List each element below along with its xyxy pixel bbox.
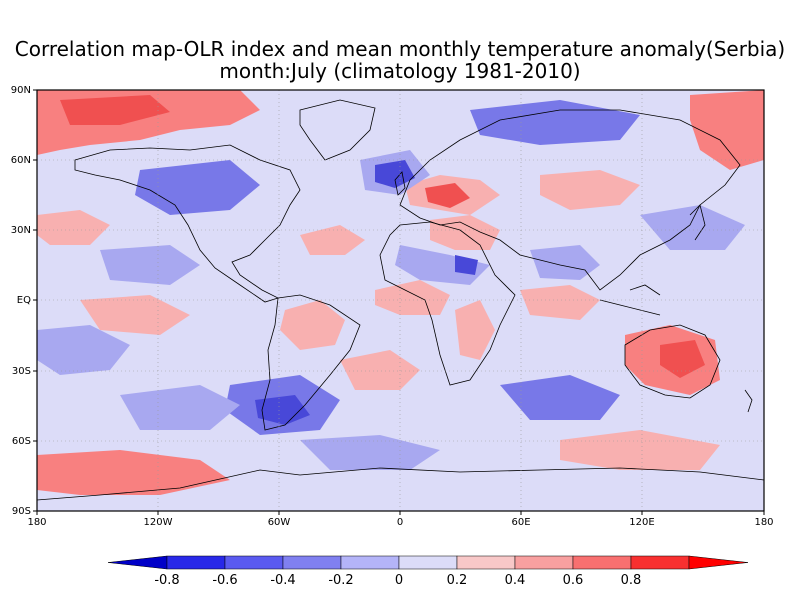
longitude-label: 60E xyxy=(511,517,530,528)
latitude-label: 30S xyxy=(12,366,31,377)
latitude-label: 60N xyxy=(11,155,31,166)
axis-ticks xyxy=(33,89,765,515)
colorbar-segment xyxy=(398,555,458,570)
longitude-label: 180 xyxy=(754,517,773,528)
positive-region-southern-ocean-east xyxy=(560,430,720,470)
colorbar-min-arrow xyxy=(107,555,168,570)
colorbar-label: -0.2 xyxy=(328,573,353,588)
latitude-label: 90N xyxy=(11,85,31,96)
positive-region-africa xyxy=(375,280,450,315)
negative-region-southern-ocean xyxy=(300,435,440,470)
correlation-field xyxy=(37,90,764,495)
positive-region-atlantic-south xyxy=(340,350,420,390)
positive-region-north-atlantic xyxy=(300,225,365,255)
negative-core-north-atlantic xyxy=(375,160,415,188)
colorbar-max-arrow xyxy=(688,555,749,570)
colorbar-label: 0 xyxy=(395,573,403,588)
colorbar-segment xyxy=(340,555,400,570)
negative-region-southern-indian xyxy=(500,375,620,420)
positive-core-australia xyxy=(660,340,705,378)
latitude-labels: 90N 60N 30N EQ 30S 60S 90S xyxy=(11,85,31,517)
colorbar-label: 0.4 xyxy=(505,573,526,588)
latitude-label: 90S xyxy=(12,506,31,517)
negative-core-arabian xyxy=(455,255,478,275)
colorbar-segment xyxy=(166,555,226,570)
colorbar-segment xyxy=(224,555,284,570)
coastline-uk xyxy=(394,171,406,196)
negative-region-east-asia xyxy=(640,205,745,250)
colorbar-label: 0.2 xyxy=(447,573,468,588)
negative-region-arctic-asia xyxy=(470,100,640,145)
longitude-label: 180 xyxy=(27,517,46,528)
coastline-southeast-asia-islands xyxy=(599,284,661,316)
negative-region-india xyxy=(530,245,600,280)
colorbar-segment xyxy=(282,555,342,570)
positive-region-southern-ocean-west xyxy=(37,450,230,495)
negative-region-canada xyxy=(135,160,260,215)
colorbar-segment xyxy=(456,555,516,570)
colorbar-label: 0.8 xyxy=(621,573,642,588)
negative-region-tropical-pacific xyxy=(37,325,130,375)
latitude-label: 60S xyxy=(12,436,31,447)
coastlines xyxy=(37,99,764,501)
positive-region-south-america xyxy=(280,300,345,350)
coastline-new-zealand xyxy=(744,389,753,413)
colorbar: -0.8 -0.6 -0.4 -0.2 0 0.2 0.4 0.6 0.8 xyxy=(107,555,749,588)
coastline-north-america xyxy=(74,144,301,303)
latitude-label: 30N xyxy=(11,225,31,236)
coastline-south-america xyxy=(261,294,361,431)
positive-region-north-pacific xyxy=(690,90,764,170)
colorbar-segment xyxy=(572,555,632,570)
negative-region-central-pacific xyxy=(100,245,200,285)
coastline-japan xyxy=(689,204,706,241)
coastline-australia xyxy=(624,324,721,399)
positive-region-south-africa xyxy=(455,300,495,360)
negative-region-north-africa xyxy=(395,245,490,285)
colorbar-label: -0.4 xyxy=(270,573,295,588)
colorbar-segment xyxy=(514,555,574,570)
positive-region-alaska-coast xyxy=(37,210,110,245)
positive-region-siberia xyxy=(540,170,640,210)
longitude-label: 0 xyxy=(397,517,403,528)
longitude-labels: 180 120W 60W 0 60E 120E 180 xyxy=(27,517,773,528)
coastline-eurasia xyxy=(399,109,741,291)
negative-core-south-atlantic xyxy=(255,395,310,425)
latitude-label: EQ xyxy=(17,295,31,306)
negative-region-south-pacific xyxy=(120,385,240,430)
chart-title-line2: month:July (climatology 1981-2010) xyxy=(219,59,581,83)
coastline-greenland xyxy=(299,99,376,161)
positive-core-europe xyxy=(425,183,470,208)
colorbar-segment xyxy=(630,555,690,570)
colorbar-label: 0.6 xyxy=(563,573,584,588)
coastline-antarctica xyxy=(37,467,764,501)
chart-title-line1: Correlation map-OLR index and mean month… xyxy=(14,37,786,61)
longitude-label: 120E xyxy=(629,517,654,528)
coastline-africa xyxy=(379,221,516,386)
longitude-label: 60W xyxy=(268,517,291,528)
colorbar-label: -0.8 xyxy=(154,573,179,588)
colorbar-label: -0.6 xyxy=(212,573,237,588)
longitude-label: 120W xyxy=(144,517,173,528)
positive-region-indian-ocean xyxy=(520,285,600,320)
positive-region-pacific-tropics xyxy=(80,295,190,335)
positive-core-arctic xyxy=(60,95,170,125)
